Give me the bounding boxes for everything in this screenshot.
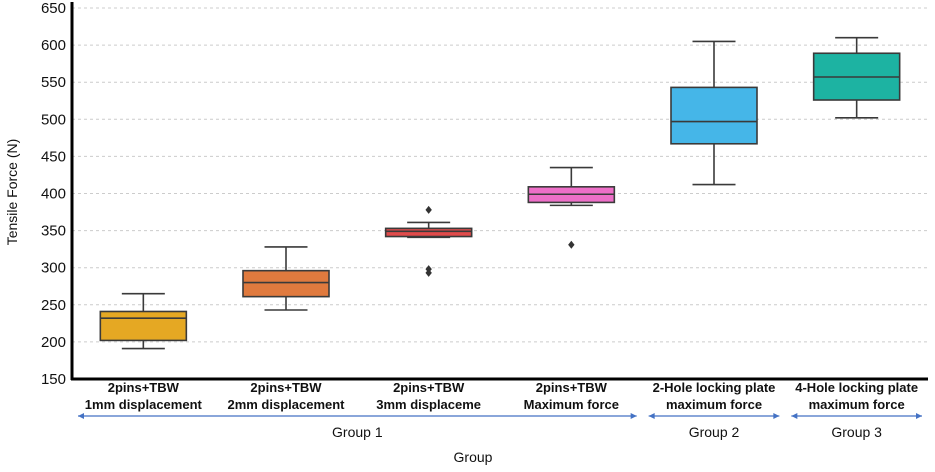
category-label-line1: 2pins+TBW bbox=[536, 380, 608, 395]
group-label: Group 2 bbox=[689, 424, 740, 440]
y-tick-label: 500 bbox=[41, 111, 66, 128]
axes bbox=[70, 2, 928, 381]
x-category-labels: 2pins+TBW 1mm displacement 2pins+TBW 2mm di… bbox=[85, 380, 918, 412]
box-1 bbox=[99, 292, 188, 350]
box-4 bbox=[527, 166, 616, 249]
x-axis-label: Group bbox=[454, 449, 493, 465]
category-label-line2: 3mm displaceme bbox=[376, 397, 481, 412]
iqr-box bbox=[242, 269, 330, 298]
y-tick-label: 350 bbox=[41, 223, 66, 240]
group-arrow-head-left bbox=[648, 413, 655, 419]
group-brackets: Group 1 Group 2 Group 3 bbox=[78, 413, 922, 440]
group-arrow-head-right bbox=[630, 413, 637, 419]
category-label-line1: 2pins+TBW bbox=[393, 380, 465, 395]
group-arrow-head-right bbox=[916, 413, 922, 419]
group-label: Group 1 bbox=[332, 424, 383, 440]
y-tick-label: 550 bbox=[41, 74, 66, 91]
y-axis-label: Tensile Force (N) bbox=[4, 139, 20, 246]
y-tick-labels: 150 200 250 300 350 400 450 500 550 600 650 bbox=[41, 0, 66, 388]
y-tick-label: 150 bbox=[41, 371, 66, 388]
category-label-line2: 1mm displacement bbox=[85, 397, 203, 412]
group-bracket-2: Group 2 bbox=[648, 413, 780, 440]
category-label-line2: Maximum force bbox=[524, 397, 619, 412]
iqr-box bbox=[670, 86, 758, 145]
outlier-point bbox=[568, 240, 575, 249]
box-5 bbox=[670, 40, 758, 186]
y-tick-label: 250 bbox=[41, 297, 66, 314]
group-bracket-1: Group 1 bbox=[78, 413, 637, 440]
outlier-point bbox=[425, 268, 432, 277]
category-label-line1: 2pins+TBW bbox=[250, 380, 322, 395]
box-3 bbox=[384, 205, 473, 277]
box-2 bbox=[242, 246, 330, 311]
y-tick-label: 600 bbox=[41, 37, 66, 54]
box-6 bbox=[812, 36, 901, 119]
y-tick-label: 300 bbox=[41, 260, 66, 277]
y-tick-label: 200 bbox=[41, 334, 66, 351]
group-label: Group 3 bbox=[831, 424, 882, 440]
outlier-point bbox=[425, 205, 432, 214]
y-tick-label: 400 bbox=[41, 186, 66, 203]
group-arrow-head-left bbox=[791, 413, 798, 419]
category-label-line1: 2pins+TBW bbox=[108, 380, 180, 395]
category-label-line1: 2-Hole locking plate bbox=[653, 380, 776, 395]
grid-lines bbox=[72, 7, 928, 343]
y-tick-label: 650 bbox=[41, 0, 66, 17]
iqr-box bbox=[384, 227, 473, 238]
category-label-line1: 4-Hole locking plate bbox=[795, 380, 918, 395]
iqr-box bbox=[99, 310, 188, 342]
category-label-line2: maximum force bbox=[666, 397, 762, 412]
group-arrow-head-right bbox=[773, 413, 780, 419]
group-bracket-3: Group 3 bbox=[791, 413, 922, 440]
group-arrow-head-left bbox=[78, 413, 84, 419]
boxes bbox=[99, 36, 901, 350]
category-label-line2: maximum force bbox=[809, 397, 905, 412]
y-tick-label: 450 bbox=[41, 148, 66, 165]
category-label-line2: 2mm displacement bbox=[227, 397, 345, 412]
